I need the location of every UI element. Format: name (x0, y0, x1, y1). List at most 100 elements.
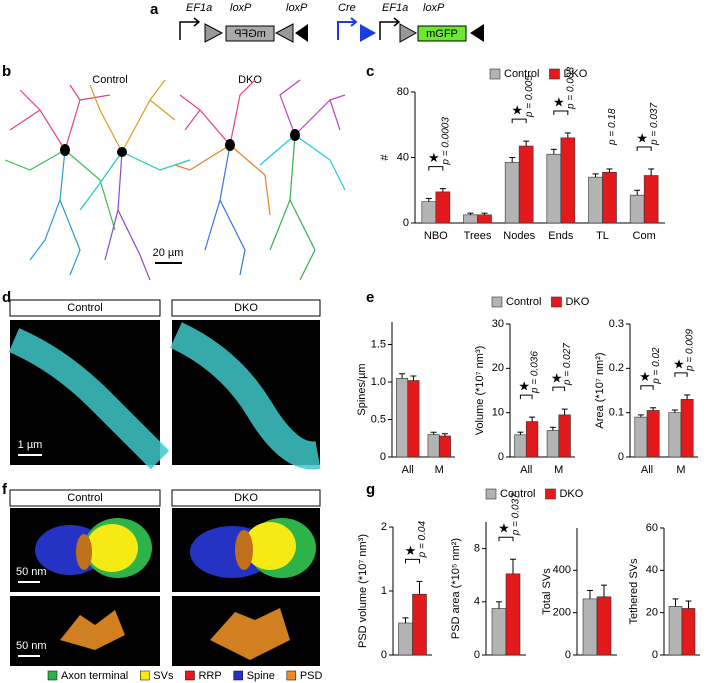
significance-bracket (553, 110, 569, 115)
bar (546, 153, 562, 224)
p-value: p = 0.037 (511, 493, 522, 536)
panel-letter: a (150, 1, 159, 18)
box-label: mGFP (234, 28, 266, 40)
x-tick-label: Com (633, 230, 656, 242)
x-tick-label: All (520, 464, 532, 476)
legend-swatch (491, 296, 503, 308)
bar (435, 191, 451, 224)
significance-star: ★ (498, 521, 510, 536)
y-tick-label: 0.1 (609, 407, 624, 419)
scale-label: 50 nm (16, 566, 47, 578)
y-tick-label: 40 (397, 151, 409, 163)
neuron-tracing (4, 79, 346, 281)
construct-label: EF1a (382, 2, 408, 14)
y-tick-label: 60 (646, 522, 658, 534)
y-tick-label: 1.5 (371, 338, 386, 350)
legend-swatch (489, 68, 501, 80)
significance-bracket (511, 118, 527, 124)
bar (514, 434, 527, 458)
panel-letter: b (2, 63, 11, 80)
bar (643, 175, 659, 224)
bar (582, 598, 598, 656)
x-tick-label: All (402, 464, 414, 476)
y-tick-label: 40 (646, 564, 658, 576)
significance-star: ★ (518, 379, 530, 394)
legend-swatch (140, 670, 150, 681)
scale-label: 20 µm (153, 247, 184, 259)
legend-label: Control (506, 296, 541, 308)
y-tick-label: 2 (381, 521, 387, 533)
group-label: DKO (234, 302, 258, 314)
legend-swatch (545, 488, 556, 500)
bar (421, 201, 437, 224)
dendrite (169, 322, 321, 470)
legend-label: Control (504, 68, 539, 80)
p-value: p = 0.18 (607, 108, 618, 146)
soma (60, 129, 300, 157)
bar (681, 608, 696, 656)
bar (634, 416, 648, 458)
bar (558, 414, 571, 458)
legend-swatch (185, 670, 195, 681)
significance-bracket (552, 386, 566, 392)
x-tick-label: TL (596, 230, 609, 242)
y-tick-label: 1.0 (371, 376, 386, 388)
legend-label: DKO (565, 296, 589, 308)
y-axis-label: PSD volume (*10⁷ nm³) (357, 534, 369, 648)
y-tick-label: 20 (646, 607, 658, 619)
significance-bracket (636, 146, 652, 151)
x-tick-label: Ends (548, 230, 574, 242)
label-box (9, 489, 161, 507)
label-box (9, 299, 161, 317)
legend-label: Axon terminal (61, 670, 128, 682)
p-value: p = 0.009 (685, 329, 696, 372)
y-tick-label: 0 (565, 649, 571, 661)
y-tick-label: 0.2 (609, 362, 624, 374)
legend-swatch (551, 296, 562, 308)
significance-star: ★ (636, 130, 648, 145)
panel-letter: f (2, 481, 8, 498)
bar (463, 214, 478, 224)
p-value: p = 0.04 (417, 521, 428, 559)
y-tick-label: 0 (498, 451, 504, 463)
y-axis-label: Spines/µm (356, 363, 368, 415)
y-axis-label: Tethered SVs (628, 558, 640, 625)
y-axis-label: Volume (*10⁷ nm³) (474, 346, 486, 436)
bar (518, 145, 534, 224)
x-tick-label: M (435, 464, 444, 476)
significance-bracket (519, 394, 533, 400)
bar (588, 176, 603, 224)
p-value: p = 0.02 (651, 347, 662, 385)
legend-swatch (233, 670, 243, 681)
bar (525, 421, 539, 458)
group-label: Control (92, 74, 127, 86)
significance-bracket (674, 372, 688, 377)
legend-label: RRP (198, 670, 221, 682)
bar (477, 214, 492, 224)
panel-letter: d (2, 289, 11, 306)
legend-swatch (485, 488, 497, 500)
y-tick-label: 1 (381, 585, 387, 597)
p-value: p = 0.003 (565, 67, 576, 110)
y-tick-label: 0.3 (609, 318, 624, 330)
legend-swatch (549, 68, 560, 80)
p-value: p = 0.037 (649, 103, 660, 146)
y-axis-label: Area (*10⁷ nm²) (594, 352, 606, 428)
y-axis-label: PSD area (*10⁵ nm²) (450, 538, 462, 639)
significance-star: ★ (673, 356, 685, 371)
reconstruction (35, 518, 316, 660)
bar (438, 435, 451, 458)
construct-label: EF1a (186, 2, 212, 14)
construct-label: loxP (286, 2, 308, 14)
x-tick-label: Nodes (503, 230, 535, 242)
significance-star: ★ (511, 103, 523, 118)
y-tick-label: 30 (492, 318, 504, 330)
significance-star: ★ (428, 150, 440, 165)
bar (646, 410, 660, 458)
bar (596, 596, 612, 656)
y-axis-label: # (379, 154, 391, 161)
group-label: DKO (238, 74, 262, 86)
bar (505, 573, 521, 656)
y-tick-label: 200 (553, 607, 571, 619)
